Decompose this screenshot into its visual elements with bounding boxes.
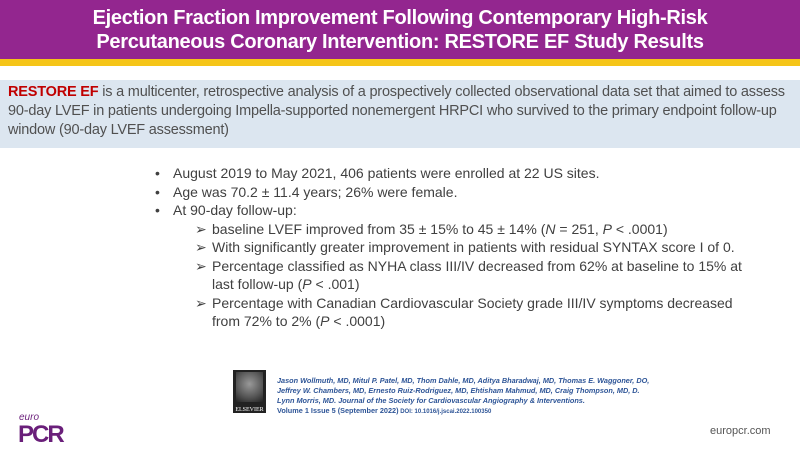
arrow-icon: ➢: [195, 239, 207, 255]
n-symbol: N: [545, 220, 556, 237]
sub-item: ➢ Percentage with Canadian Cardiovascular…: [155, 294, 755, 331]
p-symbol: P: [602, 220, 612, 237]
study-name: RESTORE EF: [8, 84, 99, 100]
website-url: europcr.com: [710, 425, 771, 437]
arrow-icon: ➢: [195, 294, 207, 311]
arrow-icon: ➢: [195, 220, 207, 237]
arrow-icon: ➢: [195, 257, 207, 274]
bullet-item: August 2019 to May 2021, 406 patients we…: [155, 164, 755, 183]
accent-bar: [0, 59, 800, 66]
elsevier-logo-text: ELSEVIER: [235, 407, 264, 413]
elsevier-logo: ELSEVIER: [233, 370, 266, 413]
sub-text: < .0001): [611, 220, 668, 237]
intro-text: is a multicenter, retrospective analysis…: [8, 84, 785, 138]
results-list: August 2019 to May 2021, 406 patients we…: [155, 164, 755, 331]
citation-doi: DOI: 10.1016/j.jscai.2022.100350: [398, 409, 492, 415]
intro-box: RESTORE EF is a multicenter, retrospecti…: [0, 80, 800, 148]
sub-item: ➢ With significantly greater improvement …: [155, 238, 755, 257]
slide-title: Ejection Fraction Improvement Following …: [0, 0, 800, 59]
citation-volume: Volume 1 Issue 5 (September 2022): [277, 406, 399, 415]
sub-text: Percentage with Canadian Cardiovascular …: [212, 294, 733, 330]
sub-text: = 251,: [555, 220, 603, 237]
europcr-logo-pcr: PCR: [18, 421, 65, 448]
sub-item: ➢ baseline LVEF improved from 35 ± 15% t…: [155, 220, 755, 239]
citation-authors: Jason Wollmuth, MD, Mitul P. Patel, MD, …: [277, 376, 650, 405]
citation-text: Jason Wollmuth, MD, Mitul P. Patel, MD, …: [277, 376, 657, 417]
bullet-item: Age was 70.2 ± 11.4 years; 26% were fema…: [155, 183, 755, 202]
title-line-1: Ejection Fraction Improvement Following …: [92, 7, 708, 29]
tree-icon: [236, 372, 263, 402]
sub-text: < .001): [311, 276, 360, 292]
title-line-2: Percutaneous Coronary Intervention: REST…: [96, 31, 704, 53]
sub-text: baseline LVEF improved from 35 ± 15% to …: [212, 220, 546, 237]
p-symbol: P: [320, 313, 330, 329]
sub-text: Percentage classified as NYHA class III/…: [212, 257, 742, 293]
sub-text: < .0001): [329, 313, 386, 329]
sub-item: ➢ Percentage classified as NYHA class III…: [155, 257, 755, 294]
europcr-logo-euro: euro: [19, 412, 40, 423]
bullet-item: At 90-day follow-up:: [155, 201, 755, 220]
p-symbol: P: [302, 276, 312, 292]
sub-text: With significantly greater improvement i…: [212, 239, 735, 255]
